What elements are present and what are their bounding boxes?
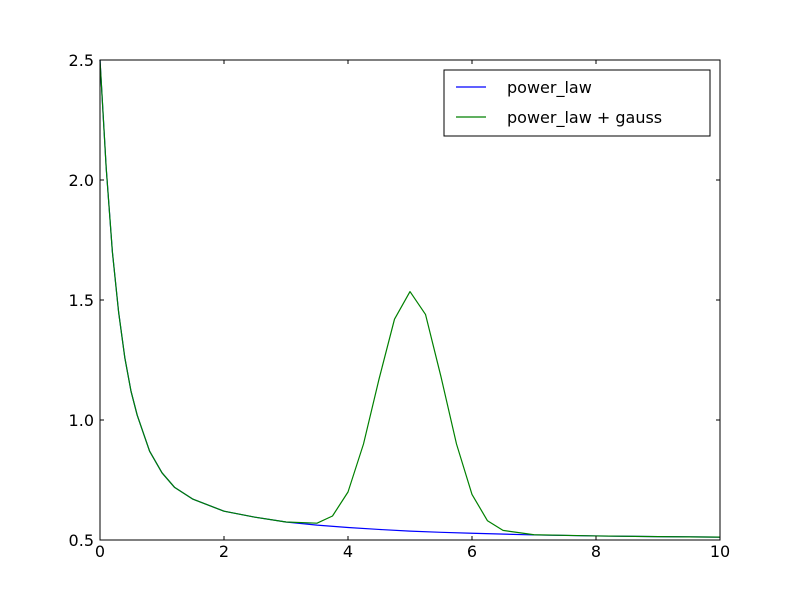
x-tick-label: 10	[710, 542, 730, 561]
y-tick-label: 2.0	[69, 171, 94, 190]
x-tick-label: 6	[467, 542, 477, 561]
series-layer	[99, 59, 721, 538]
legend: power_law power_law + gauss	[443, 69, 711, 137]
legend-label: power_law	[507, 78, 592, 98]
series-line-power-law-gauss	[99, 59, 721, 538]
legend-label: power_law + gauss	[507, 108, 662, 128]
y-tick-label: 1.5	[69, 291, 94, 310]
x-tick-label: 0	[95, 542, 105, 561]
y-tick-label: 1.0	[69, 411, 94, 430]
legend-box	[443, 69, 711, 137]
ticks-layer: 0 2 4 6 8 10 0.5 1.0 1.5 2.0 2.5	[69, 51, 731, 561]
x-tick-label: 4	[343, 542, 353, 561]
plot-area	[100, 60, 720, 540]
x-tick-label: 8	[591, 542, 601, 561]
y-tick-label: 2.5	[69, 51, 94, 70]
axes-frame	[99, 59, 721, 541]
y-tick-label: 0.5	[69, 531, 94, 550]
x-tick-label: 2	[219, 542, 229, 561]
